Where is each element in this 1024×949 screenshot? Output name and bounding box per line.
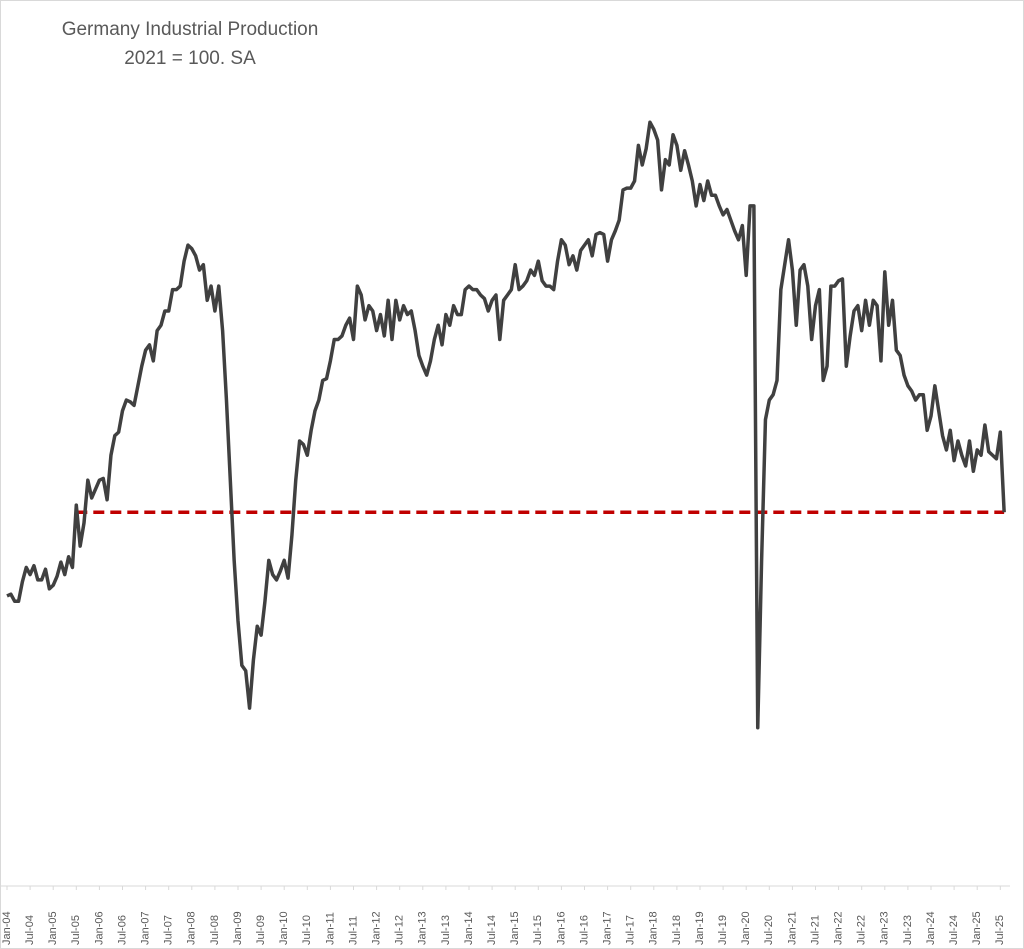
- x-tick-label: Jul-08: [209, 915, 221, 945]
- x-tick-label: Jan-18: [648, 911, 660, 945]
- x-tick-label: Jul-17: [625, 915, 637, 945]
- x-tick-label: Jul-14: [486, 915, 498, 945]
- x-tick-label: Jan-16: [555, 911, 567, 945]
- x-tick-label: Jan-20: [740, 911, 752, 945]
- x-tick-label: Jan-15: [509, 911, 521, 945]
- series-line: [6, 120, 1006, 730]
- x-tick-label: Jul-23: [902, 915, 914, 945]
- x-tick-label: Jan-19: [694, 911, 706, 945]
- x-tick-label: Jan-07: [140, 911, 152, 945]
- chart-subtitle: 2021 = 100. SA: [124, 48, 256, 69]
- x-tick-label: Jul-11: [347, 916, 359, 945]
- x-tick-label: Jul-05: [70, 915, 82, 945]
- x-tick-label: Jul-22: [856, 915, 868, 945]
- x-tick-label: Jul-07: [163, 915, 175, 945]
- x-tick-label: Jul-19: [717, 915, 729, 945]
- x-tick-label: Jan-12: [371, 911, 383, 945]
- x-tick-label: Jan-10: [278, 911, 290, 945]
- x-tick-label: Jan-06: [93, 911, 105, 945]
- x-tick-label: Jan-09: [232, 911, 244, 945]
- x-tick-label: Jul-04: [24, 915, 36, 945]
- x-tick-label: Jul-20: [763, 915, 775, 945]
- x-tick-label: Jul-13: [440, 915, 452, 945]
- x-tick-label: Jan-22: [833, 911, 845, 945]
- x-tick-label: Jan-24: [925, 911, 937, 945]
- x-tick-label: Jan-04: [1, 911, 13, 945]
- x-tick-label: Jan-13: [417, 911, 429, 945]
- x-tick-label: Jan-11: [324, 912, 336, 945]
- x-tick-label: Jul-10: [301, 915, 313, 945]
- x-tick-label: Jul-06: [116, 915, 128, 945]
- x-tick-label: Jul-12: [394, 915, 406, 945]
- x-tick-label: Jan-08: [186, 911, 198, 945]
- x-tick-label: Jul-15: [532, 915, 544, 945]
- x-tick-label: Jul-24: [948, 915, 960, 945]
- x-tick-label: Jan-14: [463, 911, 475, 945]
- x-tick-label: Jul-25: [994, 915, 1006, 945]
- x-tick-label: Jul-18: [671, 915, 683, 945]
- x-tick-label: Jan-21: [786, 911, 798, 945]
- x-tick-label: Jul-16: [578, 915, 590, 945]
- x-tick-label: Jan-17: [602, 911, 614, 945]
- chart-title: Germany Industrial Production: [62, 19, 319, 40]
- x-tick-label: Jan-05: [47, 911, 59, 945]
- x-tick-label: Jul-21: [809, 915, 821, 945]
- x-tick-label: Jan-25: [971, 911, 983, 945]
- x-tick-label: Jan-23: [879, 911, 891, 945]
- x-tick-label: Jul-09: [255, 915, 267, 945]
